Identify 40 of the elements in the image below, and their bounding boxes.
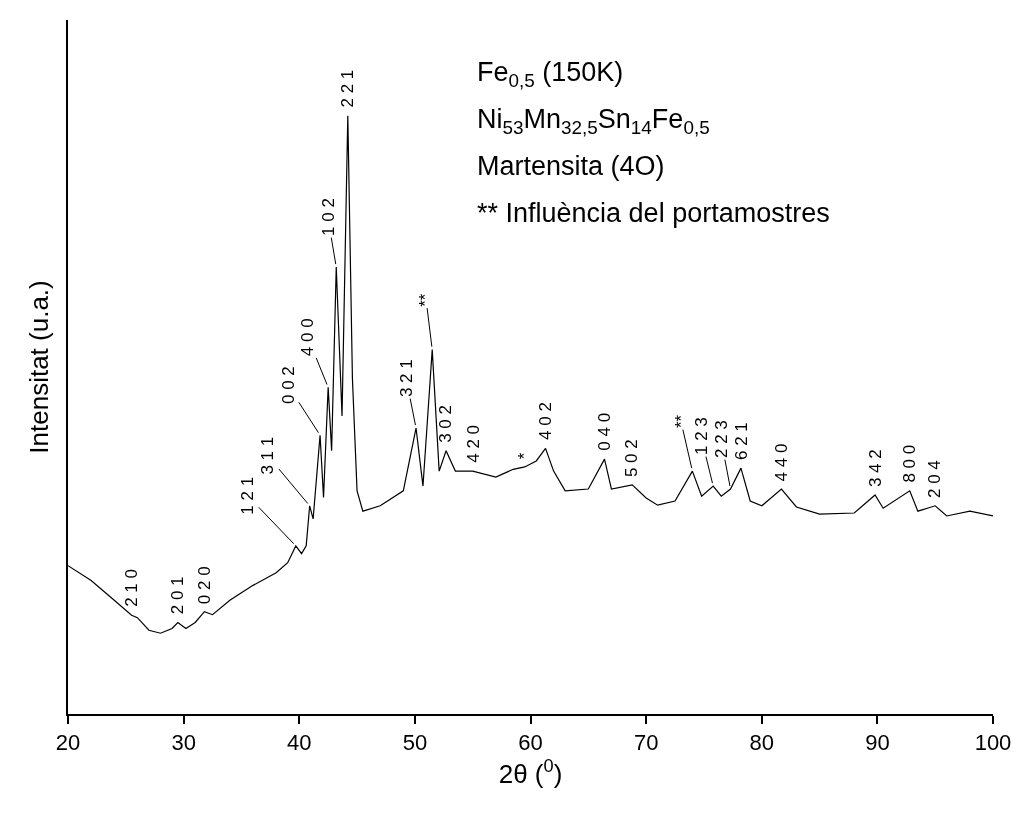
annotation: 2 1 0	[122, 569, 142, 607]
annotation: 4 4 0	[772, 443, 792, 482]
annotation: 8 0 0	[899, 444, 919, 483]
x-tick-label: 60	[518, 730, 543, 756]
annotation: 3 1 1	[258, 436, 278, 475]
annotation: ** Influència del portamostres	[477, 198, 830, 228]
annotation: Martensita (4O)	[477, 151, 665, 181]
annotation: 1 2 1	[237, 476, 257, 515]
annotation: Ni$_{53}$Mn$_{32,5}$Sn$_{14}$Fe$_{0,5}$	[477, 104, 710, 138]
annotation: 5 0 2	[622, 439, 642, 478]
annotation: **	[671, 414, 691, 429]
annotation: 2 0 4	[925, 460, 945, 498]
annotation: 3 2 1	[397, 359, 417, 398]
x-tick-label: 80	[749, 730, 774, 756]
annotation: **	[416, 293, 436, 307]
x-tick-label: 50	[402, 730, 428, 756]
annotation: 2 0 1	[168, 576, 188, 615]
x-tick-label: 40	[287, 730, 312, 756]
annotation: 4 2 0	[463, 424, 483, 463]
x-tick-label: 70	[633, 730, 659, 756]
x-tick-label: 30	[171, 730, 196, 756]
annotation: 2 2 1	[338, 69, 358, 108]
annotation: 0 0 2	[278, 366, 298, 405]
annotation: 3 0 2	[436, 405, 456, 443]
annotation: 4 0 2	[536, 402, 556, 440]
annotation: 3 4 2	[866, 449, 886, 488]
x-tick-label: 20	[55, 730, 81, 756]
annotation: 2 2 3	[711, 420, 731, 458]
annotation: *	[515, 452, 535, 460]
annotation: 4 0 0	[298, 318, 318, 357]
x-tick-label: 90	[865, 730, 890, 756]
x-tick-label: 100	[974, 730, 1012, 756]
text: Fe$_{0,5}$ (150K)	[477, 57, 624, 91]
annotation: 6 2 1	[731, 422, 751, 461]
annotation: 1 0 2	[318, 198, 338, 236]
annotation: 0 4 0	[595, 412, 615, 451]
annotation: 1 2 3	[691, 417, 711, 455]
x-axis-title: 2θ ($^{0}$)	[498, 755, 563, 789]
y-axis-title: Intensitat (u.a.)	[23, 280, 54, 454]
annotation: 0 2 0	[194, 566, 214, 605]
